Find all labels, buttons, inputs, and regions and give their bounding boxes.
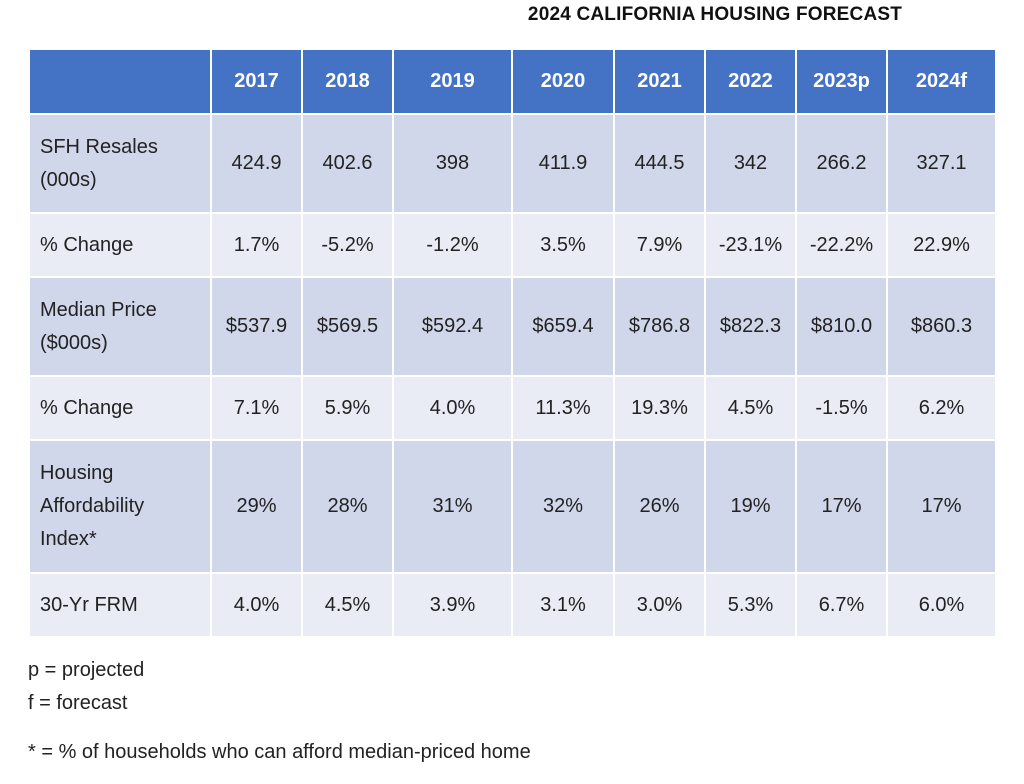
table-cell: $786.8 <box>615 278 704 375</box>
table-row: % Change 1.7% -5.2% -1.2% 3.5% 7.9% -23.… <box>30 214 995 276</box>
table-cell: 424.9 <box>212 115 301 212</box>
table-cell: 32% <box>513 441 613 572</box>
table-cell: 4.5% <box>303 574 392 636</box>
table-row: Housing Affordability Index* 29% 28% 31%… <box>30 441 995 572</box>
table-cell: 411.9 <box>513 115 613 212</box>
table-cell: 17% <box>888 441 995 572</box>
row-label-line: Affordability <box>40 495 145 517</box>
table-cell: 11.3% <box>513 377 613 439</box>
table-row: SFH Resales (000s) 424.9 402.6 398 411.9… <box>30 115 995 212</box>
table-cell: 3.5% <box>513 214 613 276</box>
table-cell: 3.0% <box>615 574 704 636</box>
table-row: % Change 7.1% 5.9% 4.0% 11.3% 19.3% 4.5%… <box>30 377 995 439</box>
row-label-line: Index* <box>40 528 97 550</box>
table-cell: 1.7% <box>212 214 301 276</box>
table-cell: $537.9 <box>212 278 301 375</box>
table-cell: 5.9% <box>303 377 392 439</box>
row-label: % Change <box>30 214 210 276</box>
row-label-line: SFH Resales <box>40 135 158 158</box>
table-cell: 6.2% <box>888 377 995 439</box>
table-row: 30-Yr FRM 4.0% 4.5% 3.9% 3.1% 3.0% 5.3% … <box>30 574 995 636</box>
forecast-table: 2017 2018 2019 2020 2021 2022 2023p 2024… <box>28 48 997 638</box>
note-forecast: f = forecast <box>28 692 128 714</box>
table-cell: $860.3 <box>888 278 995 375</box>
column-header-2022: 2022 <box>706 50 795 113</box>
table-cell: $569.5 <box>303 278 392 375</box>
table-row: Median Price ($000s) $537.9 $569.5 $592.… <box>30 278 995 375</box>
table-cell: 7.1% <box>212 377 301 439</box>
table-cell: 28% <box>303 441 392 572</box>
column-header-2019: 2019 <box>394 50 511 113</box>
column-header-2017: 2017 <box>212 50 301 113</box>
table-cell: -1.2% <box>394 214 511 276</box>
table-cell: 327.1 <box>888 115 995 212</box>
table-cell: 342 <box>706 115 795 212</box>
table-cell: $810.0 <box>797 278 886 375</box>
table-cell: 4.0% <box>212 574 301 636</box>
table-cell: 5.3% <box>706 574 795 636</box>
row-label: SFH Resales (000s) <box>30 115 210 212</box>
page-title: 2024 CALIFORNIA HOUSING FORECAST <box>527 4 903 25</box>
note-projected: p = projected <box>28 659 145 681</box>
table-cell: 19.3% <box>615 377 704 439</box>
table-cell: $822.3 <box>706 278 795 375</box>
table-cell: 31% <box>394 441 511 572</box>
table-cell: 17% <box>797 441 886 572</box>
column-header-2021: 2021 <box>615 50 704 113</box>
table-cell: -1.5% <box>797 377 886 439</box>
row-label-line: Median Price <box>40 298 157 321</box>
table-cell: 402.6 <box>303 115 392 212</box>
table-cell: 444.5 <box>615 115 704 212</box>
row-label: Housing Affordability Index* <box>30 441 210 572</box>
table-cell: 3.1% <box>513 574 613 636</box>
row-label-line: (000s) <box>40 168 97 191</box>
table-cell: -5.2% <box>303 214 392 276</box>
row-label-line: % Change <box>40 233 134 256</box>
row-label-line: % Change <box>40 396 134 419</box>
table-cell: 22.9% <box>888 214 995 276</box>
table-cell: 6.0% <box>888 574 995 636</box>
table-cell: 3.9% <box>394 574 511 636</box>
table-cell: -23.1% <box>706 214 795 276</box>
table-cell: 4.5% <box>706 377 795 439</box>
note-affordability: * = % of households who can afford media… <box>28 741 531 763</box>
column-header-2018: 2018 <box>303 50 392 113</box>
column-header-2023p: 2023p <box>797 50 886 113</box>
table-cell: 7.9% <box>615 214 704 276</box>
footnotes: p = projected f = forecast * = % of hous… <box>28 654 531 769</box>
header-row: 2017 2018 2019 2020 2021 2022 2023p 2024… <box>30 50 995 113</box>
table-cell: $659.4 <box>513 278 613 375</box>
row-label: 30-Yr FRM <box>30 574 210 636</box>
column-header <box>30 50 210 113</box>
row-label: Median Price ($000s) <box>30 278 210 375</box>
row-label-line: 30-Yr FRM <box>40 593 138 616</box>
row-label: % Change <box>30 377 210 439</box>
table-cell: $592.4 <box>394 278 511 375</box>
table-cell: 4.0% <box>394 377 511 439</box>
table-cell: 29% <box>212 441 301 572</box>
table-cell: 19% <box>706 441 795 572</box>
table-cell: -22.2% <box>797 214 886 276</box>
table-cell: 398 <box>394 115 511 212</box>
column-header-2020: 2020 <box>513 50 613 113</box>
table-cell: 266.2 <box>797 115 886 212</box>
table-cell: 26% <box>615 441 704 572</box>
column-header-2024f: 2024f <box>888 50 995 113</box>
row-label-line: Housing <box>40 462 114 484</box>
row-label-line: ($000s) <box>40 331 108 354</box>
table-cell: 6.7% <box>797 574 886 636</box>
